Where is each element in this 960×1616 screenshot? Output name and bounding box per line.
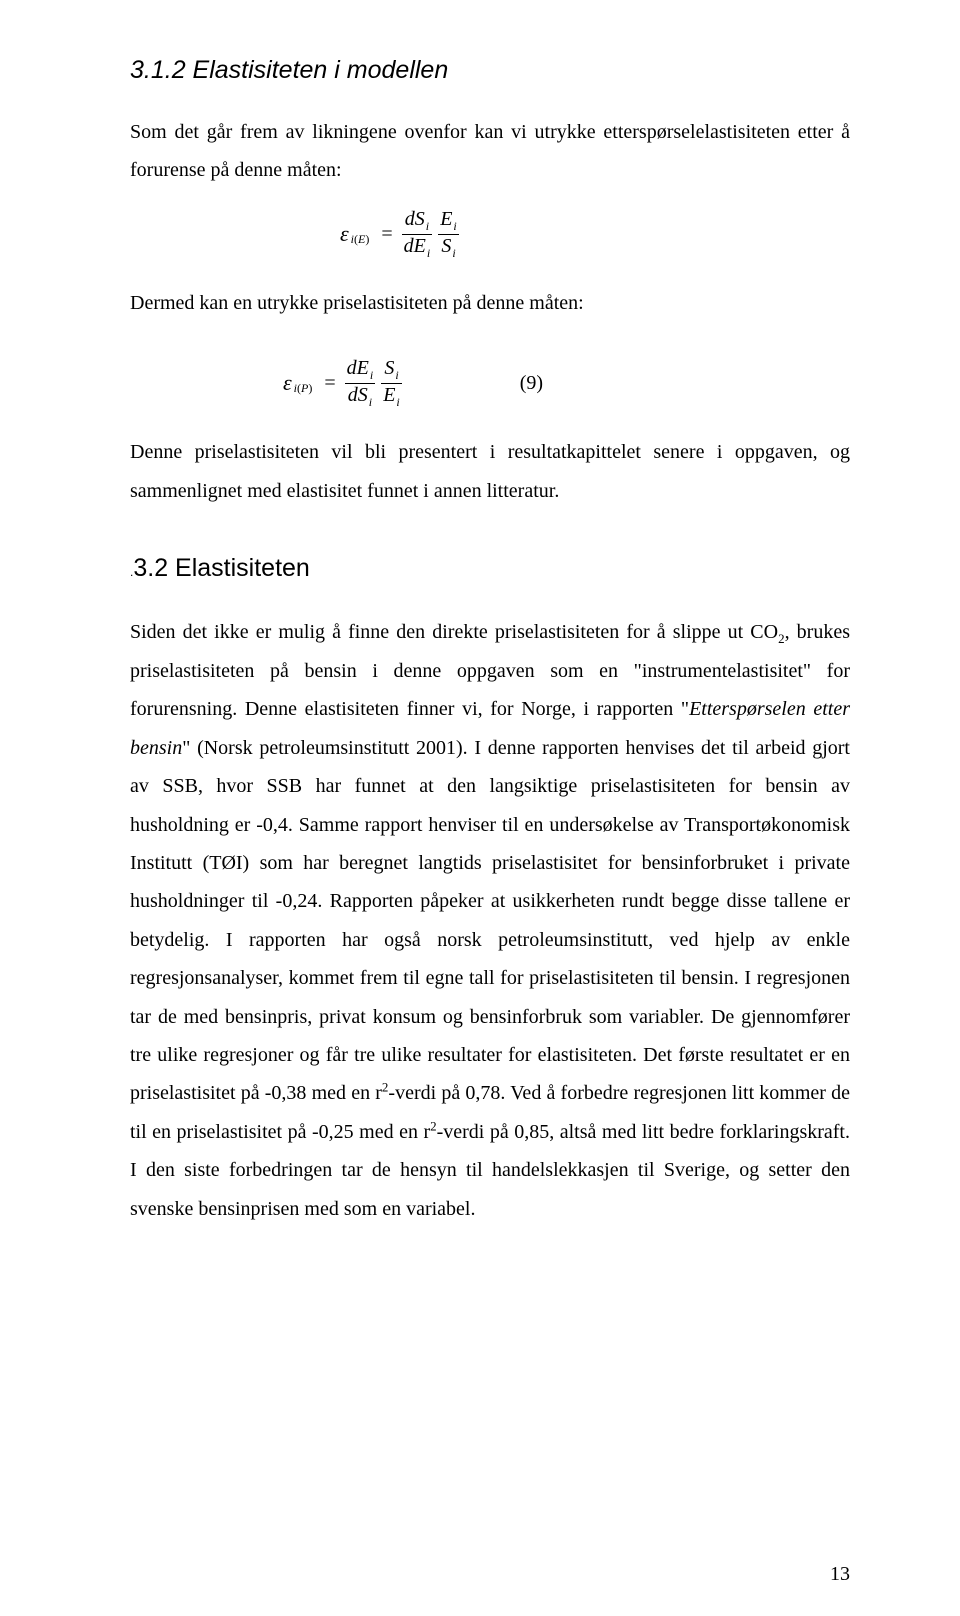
equation-elasticity-p: ε i(P) = dEi dSi Si Ei (9) (130, 357, 850, 410)
eq2-f2-den: E (383, 384, 395, 406)
eq2-f1-num: dE (347, 357, 369, 379)
paragraph-main: Siden det ikke er mulig å finne den dire… (130, 613, 850, 1228)
eq1-f2-num-sub: i (453, 219, 456, 233)
page-number: 13 (830, 1563, 850, 1586)
paragraph-result-note: Denne priselastisiteten vil bli presente… (130, 433, 850, 510)
equation-elasticity-e: ε i(E) = dSi dEi Ei Si (130, 208, 850, 261)
eq1-lhs: ε i(E) (340, 221, 369, 247)
eq1-f1-den-sub: i (427, 246, 430, 260)
paragraph-intro-1: Som det går frem av likningene ovenfor k… (130, 113, 850, 190)
eq2-frac-2: Si Ei (381, 357, 402, 410)
eq1-f2-num: E (440, 208, 452, 230)
eq2-frac-1: dEi dSi (345, 357, 376, 410)
eq1-frac-1: dSi dEi (402, 208, 433, 261)
eq1-f1-den: dE (404, 235, 426, 257)
eq1-f2-den-sub: i (452, 246, 455, 260)
eq2-equals: = (324, 372, 335, 395)
eq1-frac-2: Ei Si (438, 208, 459, 261)
p4-part1: Siden det ikke er mulig å finne den dire… (130, 621, 778, 643)
eq2-f2-num-sub: i (395, 368, 398, 382)
eq1-epsilon: ε (340, 221, 349, 247)
eq2-epsilon: ε (283, 370, 292, 396)
eq2-number: (9) (520, 372, 543, 395)
eq2-lhs: ε i(P) (283, 370, 312, 396)
p4-part3: " (Norsk petroleumsinstitutt 2001). I de… (130, 737, 850, 1105)
eq1-f1-num: dS (405, 208, 425, 230)
eq1-subscript: i(E) (351, 232, 370, 247)
eq2-subscript: i(P) (294, 381, 313, 396)
eq1-f2-den: S (441, 235, 451, 257)
heading-3-2: .3.2 Elastisiteten (130, 554, 850, 583)
eq2-f2-num: S (384, 357, 394, 379)
eq2-f2-den-sub: i (396, 395, 399, 409)
paragraph-intro-2: Dermed kan en utrykke priselastisiteten … (130, 284, 850, 322)
eq2-f1-den-sub: i (369, 395, 372, 409)
eq1-equals: = (381, 223, 392, 246)
heading-3-2-text: 3.2 Elastisiteten (133, 554, 310, 582)
heading-3-1-2: 3.1.2 Elastisiteten i modellen (130, 56, 850, 85)
eq1-f1-num-sub: i (426, 219, 429, 233)
eq2-f1-num-sub: i (370, 368, 373, 382)
eq2-f1-den: dS (348, 384, 368, 406)
